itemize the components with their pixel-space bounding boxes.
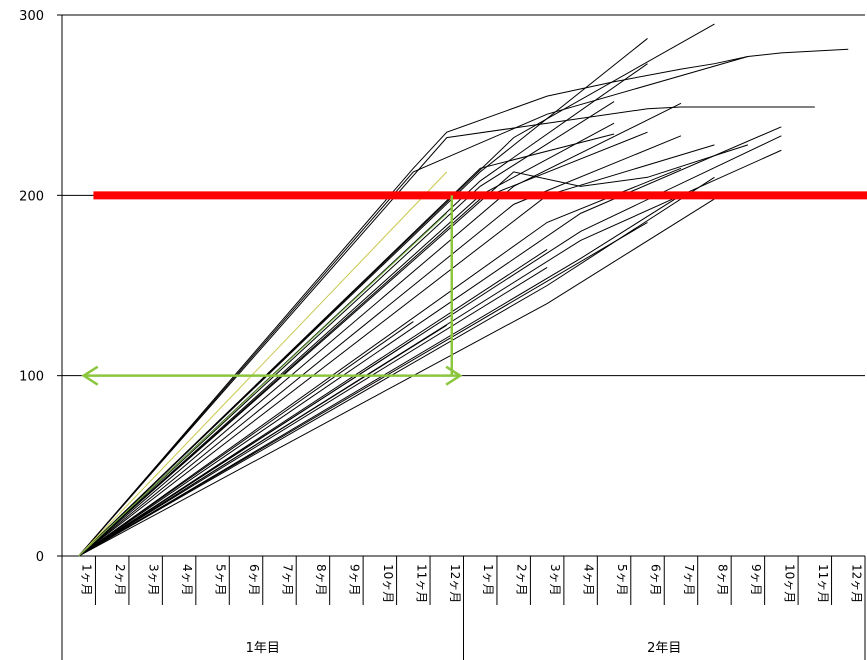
x-category-label: 11ヶ月 (816, 564, 830, 603)
annotation-layer (81, 195, 463, 386)
series-line-6 (78, 63, 648, 557)
x-category-label: 9ヶ月 (749, 564, 763, 596)
series-line-7 (78, 101, 615, 557)
series-line-20 (78, 221, 648, 557)
x-category-label: 7ヶ月 (682, 564, 696, 596)
x-category-label: 2ヶ月 (515, 564, 529, 596)
series-line-3 (78, 55, 749, 557)
group-label: 2年目 (647, 641, 681, 656)
x-category-label: 6ヶ月 (649, 564, 663, 596)
x-category-label: 1ヶ月 (80, 564, 94, 596)
group-label: 1年目 (246, 641, 280, 656)
series-line-24 (78, 198, 715, 557)
series-line-15 (78, 167, 682, 557)
y-tick-label: 200 (19, 189, 44, 204)
x-category-label: 8ヶ月 (715, 564, 729, 596)
series-line-21 (78, 176, 715, 557)
series-line-12 (78, 135, 682, 557)
x-category-label: 11ヶ月 (414, 564, 428, 603)
highlight-series-line-1 (78, 171, 448, 557)
series-line-9 (78, 133, 615, 557)
highlight-series-line-2 (78, 213, 448, 557)
x-category-label: 8ヶ月 (314, 564, 328, 596)
series-line-19 (78, 194, 682, 557)
x-category-label: 10ヶ月 (381, 564, 395, 603)
x-category-label: 2ヶ月 (113, 564, 127, 596)
series-lines (78, 23, 849, 557)
x-category-label: 12ヶ月 (849, 564, 863, 603)
x-category-label: 1ヶ月 (481, 564, 495, 596)
x-category-label: 12ヶ月 (448, 564, 462, 603)
series-line-16 (78, 126, 782, 557)
series-line-2 (78, 106, 815, 557)
series-line-23 (78, 267, 548, 557)
x-category-label: 4ヶ月 (582, 564, 596, 596)
axis-labels: 0 100 200 300 1ヶ月 2ヶ月 3ヶ月 4ヶ月 5ヶ月 6ヶ月 7ヶ月 8ヶ月 9ヶ月 10ヶ… (19, 9, 863, 656)
series-line-1 (78, 48, 849, 557)
x-category-label: 10ヶ月 (782, 564, 796, 603)
y-tick-label: 300 (19, 9, 44, 24)
x-category-label: 4ヶ月 (180, 564, 194, 596)
x-category-label: 5ヶ月 (615, 564, 629, 596)
axes (57, 14, 866, 660)
series-line-5 (78, 38, 648, 557)
x-category-label: 6ヶ月 (247, 564, 261, 596)
series-line-4 (78, 23, 715, 557)
series-line-11 (78, 102, 682, 557)
series-line-22 (78, 249, 548, 557)
series-line-26 (78, 339, 414, 557)
series-line-27 (78, 321, 414, 557)
y-tick-label: 0 (36, 550, 44, 565)
x-category-label: 7ヶ月 (280, 564, 294, 596)
annotation-arrowhead-left (81, 365, 99, 386)
x-category-label: 5ヶ月 (214, 564, 228, 596)
x-category-label: 9ヶ月 (347, 564, 361, 596)
x-category-label: 3ヶ月 (147, 564, 161, 596)
x-category-label: 3ヶ月 (548, 564, 562, 596)
y-tick-label: 100 (19, 370, 44, 385)
series-line-13 (78, 144, 749, 557)
series-line-25 (78, 324, 448, 557)
